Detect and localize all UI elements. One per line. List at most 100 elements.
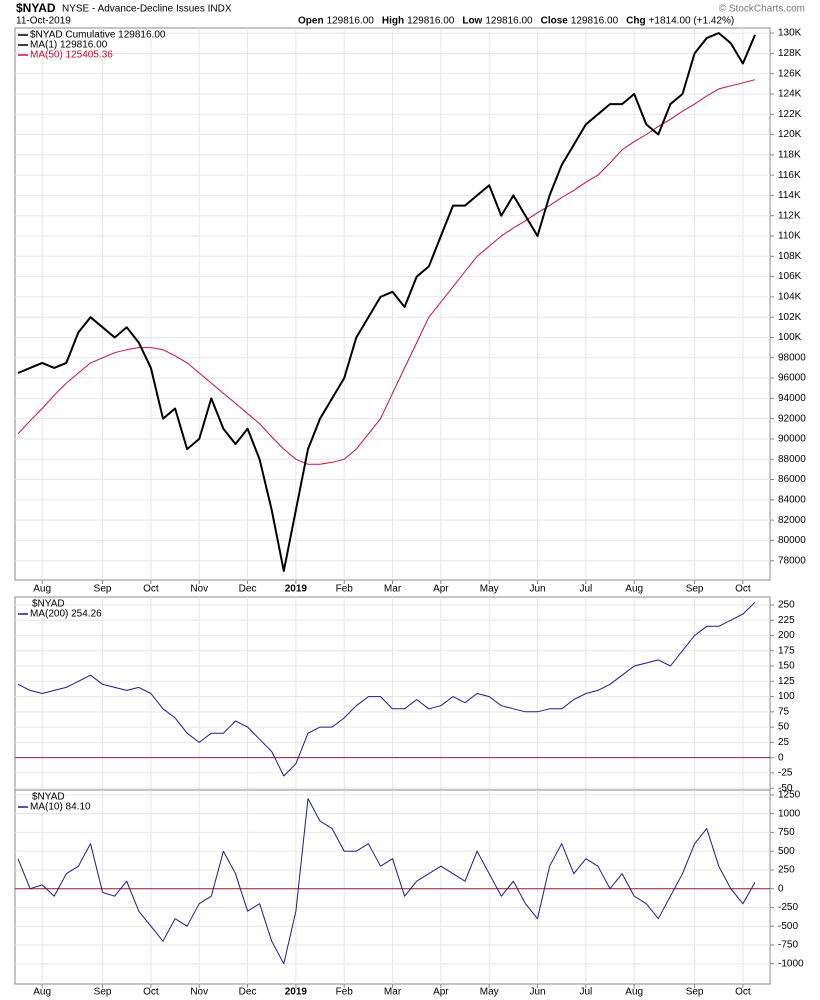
legend-entry: MA(10) 84.10 — [30, 802, 91, 813]
y-tick-label: 102K — [778, 312, 802, 323]
x-tick-label: 2019 — [285, 584, 308, 595]
series-line — [17, 32, 756, 572]
x-tick-label: Sep — [686, 584, 704, 595]
y-tick-label: 114K — [778, 190, 801, 201]
y-tick-label: 96000 — [778, 373, 806, 384]
y-tick-label: 110K — [778, 231, 801, 242]
y-tick-label: 124K — [778, 89, 802, 100]
x-tick-label: Aug — [625, 584, 643, 595]
copyright: © StockCharts.com — [719, 4, 805, 15]
y-tick-label: 25 — [778, 737, 790, 748]
x-tick-label: Nov — [190, 987, 208, 998]
y-tick-label: 225 — [778, 615, 795, 626]
y-tick-label: 80000 — [778, 535, 806, 546]
x-tick-label: Sep — [686, 987, 704, 998]
y-tick-label: 500 — [778, 846, 795, 857]
y-tick-label: -50 — [778, 783, 793, 794]
quote-value: 129816.00 — [571, 16, 619, 27]
y-tick-label: 128K — [778, 48, 802, 59]
quote-value: 129816.00 — [327, 16, 375, 27]
quote-value: 129816.00 — [485, 16, 533, 27]
x-tick-label: Mar — [384, 987, 402, 998]
y-tick-label: 88000 — [778, 454, 806, 465]
x-tick-label: Apr — [433, 987, 449, 998]
x-tick-label: Sep — [94, 987, 112, 998]
y-tick-label: 92000 — [778, 413, 806, 424]
x-tick-label: May — [480, 584, 499, 595]
y-tick-label: 84000 — [778, 494, 806, 505]
x-tick-label: Nov — [190, 584, 208, 595]
x-tick-label: Oct — [143, 584, 159, 595]
date: 11-Oct-2019 — [16, 16, 71, 27]
legend-entry: $NYAD — [32, 599, 65, 610]
quote-value: +1814.00 (+1.42%) — [649, 16, 735, 27]
y-tick-label: 1250 — [778, 790, 801, 801]
description: NYSE - Advance-Decline Issues INDX — [62, 4, 232, 15]
x-tick-label: Dec — [239, 987, 257, 998]
legend-entry: $NYAD Cumulative 129816.00 — [30, 30, 166, 41]
y-tick-label: 90000 — [778, 434, 806, 445]
legend-entry: MA(200) 254.26 — [30, 609, 102, 620]
x-tick-label: Jun — [529, 987, 545, 998]
y-tick-label: 94000 — [778, 393, 806, 404]
y-tick-label: 78000 — [778, 555, 806, 566]
x-tick-label: Feb — [336, 987, 354, 998]
y-tick-label: 100K — [778, 332, 802, 343]
y-tick-label: 175 — [778, 645, 795, 656]
x-tick-label: Dec — [239, 584, 257, 595]
y-tick-label: 108K — [778, 251, 802, 262]
y-tick-label: 125 — [778, 676, 795, 687]
x-tick-label: Apr — [433, 584, 449, 595]
quote-label: Close — [541, 16, 569, 27]
legend-entry: $NYAD — [32, 792, 65, 803]
y-tick-label: 106K — [778, 271, 802, 282]
y-tick-label: 122K — [778, 109, 802, 120]
y-tick-label: 104K — [778, 292, 802, 303]
y-tick-label: 250 — [778, 865, 795, 876]
y-tick-label: 86000 — [778, 474, 806, 485]
y-tick-label: 200 — [778, 630, 795, 641]
y-tick-label: 75 — [778, 706, 790, 717]
x-tick-label: Jun — [529, 584, 545, 595]
x-tick-label: Oct — [735, 987, 751, 998]
y-tick-label: 116K — [778, 170, 801, 181]
quote-value: 129816.00 — [407, 16, 455, 27]
y-tick-label: 0 — [778, 752, 784, 763]
y-tick-label: 98000 — [778, 352, 806, 363]
quote-label: Chg — [626, 16, 645, 27]
y-tick-label: 50 — [778, 722, 790, 733]
y-tick-label: 100 — [778, 691, 795, 702]
x-tick-label: Jul — [579, 584, 592, 595]
series-line — [17, 79, 756, 465]
legend-entry: MA(50) 125405.36 — [30, 50, 113, 61]
quote: Open 129816.00 High 129816.00 Low 129816.00 Cl… — [298, 16, 734, 27]
y-tick-label: 130K — [778, 28, 802, 39]
y-tick-label: -25 — [778, 768, 793, 779]
y-tick-label: 112K — [778, 210, 801, 221]
y-tick-label: 0 — [778, 883, 784, 894]
x-tick-label: May — [480, 987, 499, 998]
x-tick-label: Oct — [143, 987, 159, 998]
y-tick-label: 150 — [778, 661, 795, 672]
series-line — [17, 798, 756, 965]
x-tick-label: Aug — [625, 987, 643, 998]
y-tick-label: 120K — [778, 129, 802, 140]
y-tick-label: 118K — [778, 149, 801, 160]
x-tick-label: Feb — [336, 584, 354, 595]
x-tick-label: Mar — [384, 584, 402, 595]
quote-label: Open — [298, 16, 324, 27]
quote-label: Low — [462, 16, 482, 27]
legend-entry: MA(1) 129816.00 — [30, 40, 108, 51]
y-tick-label: 82000 — [778, 515, 806, 526]
y-tick-label: 126K — [778, 68, 802, 79]
symbol: $NYAD — [16, 1, 56, 15]
y-tick-label: -1000 — [778, 958, 804, 969]
x-tick-label: Aug — [33, 584, 51, 595]
x-tick-label: Oct — [735, 584, 751, 595]
quote-label: High — [382, 16, 404, 27]
x-tick-label: 2019 — [285, 987, 308, 998]
x-tick-label: Jul — [579, 987, 592, 998]
y-tick-label: -250 — [778, 902, 798, 913]
